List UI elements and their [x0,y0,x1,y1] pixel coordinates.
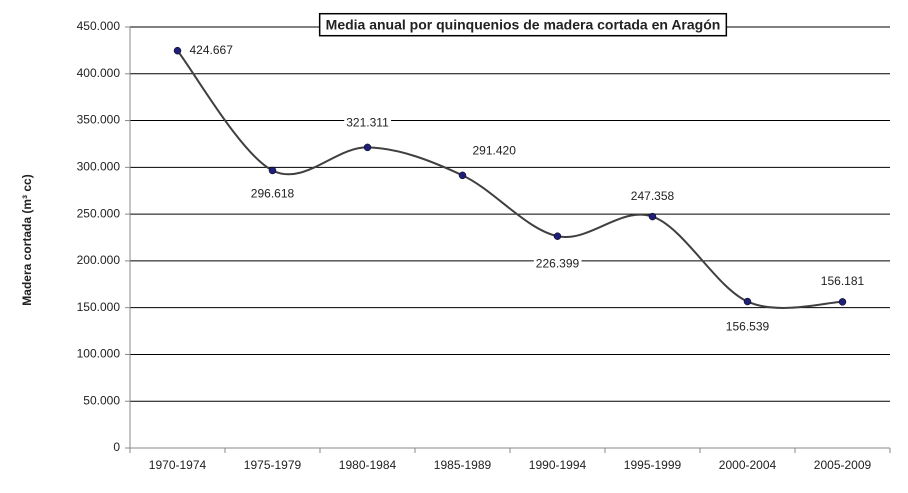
data-label-bg [248,186,297,201]
marker [743,297,752,306]
data-label-bg [818,274,867,289]
x-tick-label: 2000-2004 [719,458,777,472]
marker [838,298,847,306]
data-label-bg [470,143,519,158]
y-tick-label: 250.000 [77,206,121,220]
x-tick-label: 1970-1974 [149,458,207,472]
data-label: 247.358 [631,189,675,203]
y-tick-label: 50.000 [83,393,120,407]
title-box [318,12,728,37]
data-label: 424.667 [190,43,234,57]
y-tick-label: 350.000 [77,113,121,127]
y-tick-label: 100.000 [77,347,121,361]
data-label-bg [533,256,582,271]
x-tick-label: 1990-1994 [529,458,587,472]
y-tick-label: 300.000 [77,160,121,174]
x-tick-label: 1995-1999 [624,458,682,472]
y-tick-label: 150.000 [77,300,121,314]
data-label: 291.420 [473,144,517,158]
data-label-bg [187,42,236,57]
marker [363,143,372,152]
data-label: 156.181 [821,274,865,288]
marker [268,166,277,175]
data-label: 156.539 [726,320,770,334]
x-tick-label: 1980-1984 [339,458,397,472]
x-tick-label: 1985-1989 [434,458,492,472]
y-tick-label: 200.000 [77,253,121,267]
data-label: 226.399 [536,256,580,270]
y-axis-title: Madera cortada (m³ cc) [20,174,34,305]
data-label-bg [344,115,392,130]
x-tick-label: 1975-1979 [244,458,302,472]
y-tick-label: 450.000 [77,19,121,33]
data-label-bg [723,319,772,334]
marker [173,46,182,55]
line [176,50,843,309]
data-label: 321.311 [346,116,389,130]
data-label-bg [628,188,677,203]
data-label: 296.618 [251,187,295,201]
chart-title: Media anual por quinquenios de madera co… [326,17,721,33]
marker [648,212,657,221]
marker [458,171,467,180]
x-tick-label: 2005-2009 [814,458,872,472]
y-tick-label: 400.000 [77,66,121,80]
y-tick-label: 0 [113,440,120,454]
marker [553,232,562,240]
